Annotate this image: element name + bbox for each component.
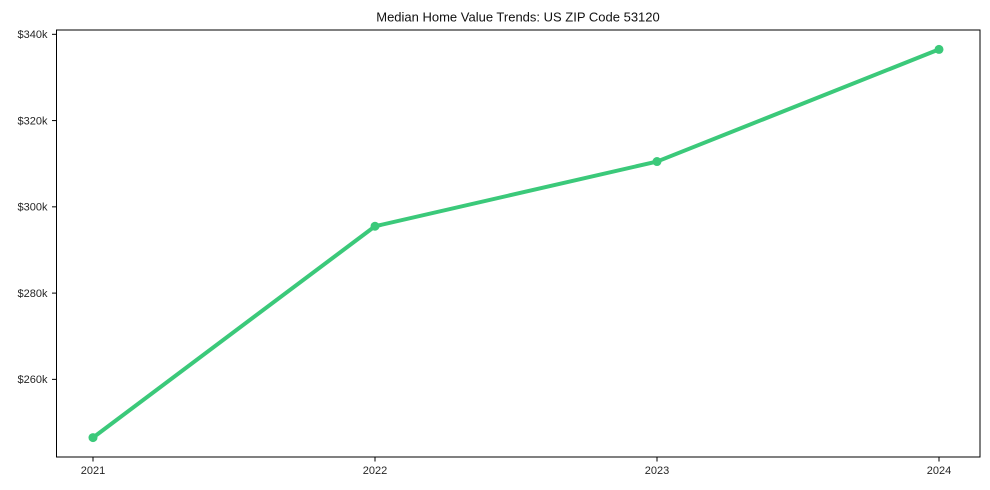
y-axis-tick-label: $300k <box>18 202 48 214</box>
y-axis-tick-label: $340k <box>18 29 48 41</box>
y-axis-tick-label: $280k <box>18 288 48 300</box>
trend-line <box>91 47 941 440</box>
x-axis-tick-label: 2021 <box>81 465 105 477</box>
data-point-marker <box>370 221 380 231</box>
chart-title: Median Home Value Trends: US ZIP Code 53… <box>376 10 660 25</box>
x-axis-tick-label: 2023 <box>645 465 669 477</box>
x-axis-tick-label: 2024 <box>927 465 951 477</box>
y-axis-tick-label: $260k <box>18 374 48 386</box>
data-point-marker <box>88 433 98 443</box>
x-axis-tick-label: 2022 <box>363 465 387 477</box>
data-point-marker <box>934 44 944 54</box>
data-point-marker <box>652 157 662 167</box>
y-axis-tick-label: $320k <box>18 115 48 127</box>
plot-frame <box>56 29 981 458</box>
series-layer <box>88 44 944 443</box>
axes-layer: $260k $280k $300k $320k $340k 2021 2022 2023 202… <box>18 29 981 477</box>
